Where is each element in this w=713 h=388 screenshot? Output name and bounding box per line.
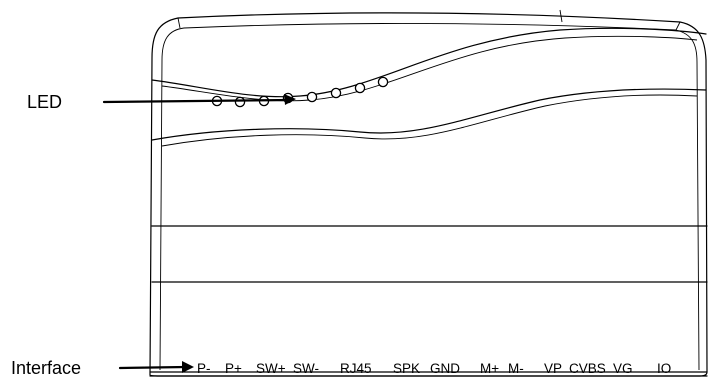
port-label: M+ (480, 361, 499, 376)
port-label: VP (544, 361, 562, 376)
port-label: M- (508, 361, 524, 376)
interface-arrow-line (120, 367, 186, 368)
led-indicator (307, 92, 316, 101)
led-indicator (355, 83, 364, 92)
port-label: SW- (293, 361, 319, 376)
led-indicators (212, 77, 387, 106)
port-label: SPK (393, 361, 420, 376)
device-body (150, 10, 707, 376)
port-label: GND (430, 361, 460, 376)
led-indicator (235, 97, 244, 106)
device-inner-shell (160, 23, 699, 370)
interface-callout-label: Interface (11, 358, 81, 378)
port-label: CVBS (569, 361, 606, 376)
port-label: SW+ (256, 361, 286, 376)
port-label: IO (657, 361, 671, 376)
port-label: RJ45 (340, 361, 372, 376)
led-indicator (378, 77, 387, 86)
port-labels: P- P+ SW+ SW- RJ45 SPK GND M+ M- VP CVBS VG IO (197, 361, 671, 376)
led-indicator (331, 88, 340, 97)
device-outer-shell (150, 13, 707, 376)
led-callout-label: LED (27, 92, 62, 112)
led-band-upper (152, 28, 706, 96)
interface-arrow-head (182, 361, 194, 373)
port-label: P+ (225, 361, 242, 376)
port-label: VG (613, 361, 633, 376)
interface-callout: Interface (11, 358, 194, 378)
port-label: P- (197, 361, 211, 376)
led-band-upper-inner (162, 36, 697, 101)
